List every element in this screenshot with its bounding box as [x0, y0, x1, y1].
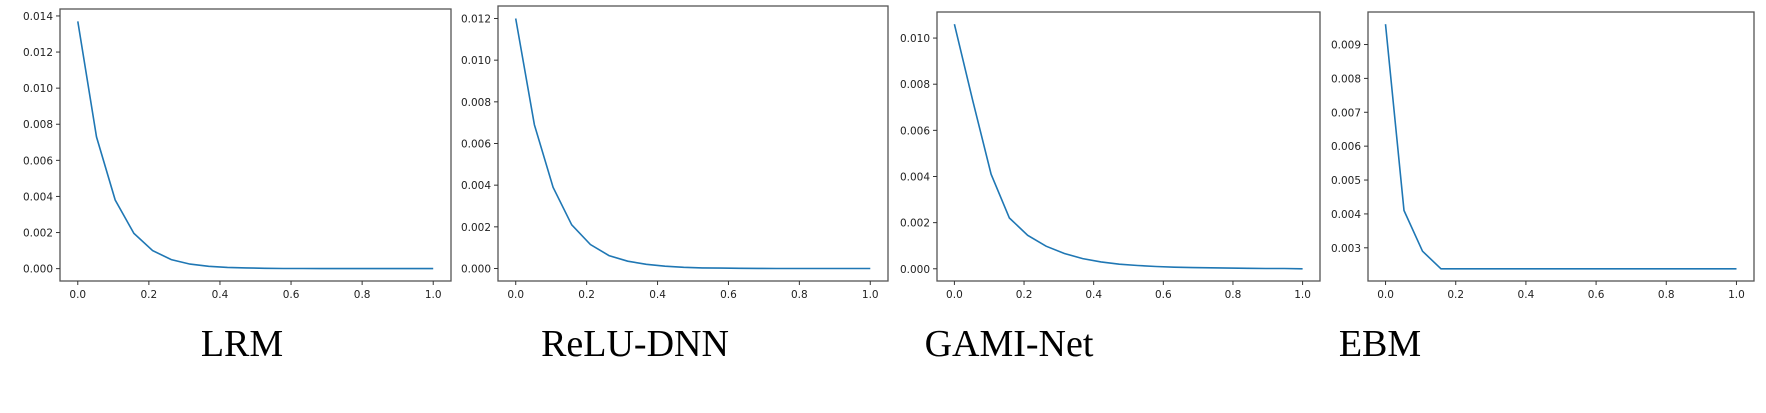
- y-tick-label: 0.004: [1331, 209, 1361, 221]
- y-tick-label: 0.010: [23, 83, 53, 95]
- panel-title-lrm: LRM: [200, 323, 284, 365]
- x-tick-label: 0.8: [791, 289, 808, 301]
- y-tick-label: 0.002: [23, 228, 53, 240]
- y-tick-label: 0.004: [461, 180, 491, 192]
- series-line: [514, 18, 871, 270]
- x-tick-label: 1.0: [425, 289, 442, 301]
- series-line: [1384, 24, 1737, 270]
- x-tick-label: 0.2: [578, 289, 595, 301]
- series-line: [953, 24, 1303, 270]
- y-tick-label: 0.006: [1331, 141, 1361, 153]
- y-tick-label: 0.000: [461, 264, 491, 276]
- x-tick-label: 0.6: [283, 289, 300, 301]
- panel-relu-dnn: 0.0 0.2 0.4 0.6 0.8 1.0 0.000 0.002 0.004 0.006 0.…: [461, 5, 889, 301]
- y-tick-label: 0.004: [23, 191, 53, 203]
- x-tick-label: 0.2: [1016, 289, 1033, 301]
- x-tick-label: 1.0: [1728, 289, 1745, 301]
- y-tick-label: 0.003: [1331, 243, 1361, 255]
- panel-title-gami-net: GAMI-Net: [924, 323, 1094, 365]
- y-tick-label: 0.002: [900, 218, 930, 230]
- x-tick-label: 0.4: [212, 289, 229, 301]
- panel-gami-net: 0.0 0.2 0.4 0.6 0.8 1.0 0.000 0.002 0.004 0.006 0.…: [900, 11, 1321, 301]
- y-tick-label: 0.005: [1331, 175, 1361, 187]
- x-tick-label: 0.2: [1447, 289, 1464, 301]
- y-tick-label: 0.012: [23, 47, 53, 59]
- y-tick-label: 0.007: [1331, 107, 1361, 119]
- x-tick-label: 1.0: [862, 289, 879, 301]
- y-tick-label: 0.008: [23, 119, 53, 131]
- panel-title-ebm: EBM: [1338, 323, 1422, 365]
- panel-lrm: 0.0 0.2 0.4 0.6 0.8 1.0 0.000 0.002 0.004 0.006 0.…: [23, 8, 452, 301]
- x-tick-label: 1.0: [1294, 289, 1311, 301]
- y-tick-label: 0.010: [900, 33, 930, 45]
- x-tick-label: 0.8: [354, 289, 371, 301]
- x-tick-label: 0.2: [141, 289, 158, 301]
- x-tick-label: 0.6: [1155, 289, 1172, 301]
- y-tick-label: 0.008: [900, 79, 930, 91]
- y-tick-label: 0.004: [900, 171, 930, 183]
- y-tick-label: 0.006: [23, 155, 53, 167]
- y-tick-label: 0.010: [461, 55, 491, 67]
- axes-frame: [497, 5, 889, 282]
- panel-ebm: 0.0 0.2 0.4 0.6 0.8 1.0 0.003 0.004 0.005 0.006 0.…: [1331, 11, 1755, 301]
- y-tick-label: 0.012: [461, 14, 491, 26]
- y-tick-label: 0.006: [900, 125, 930, 137]
- y-tick-label: 0.014: [23, 11, 53, 23]
- y-tick-label: 0.008: [461, 97, 491, 109]
- y-tick-label: 0.006: [461, 139, 491, 151]
- series-line: [77, 21, 434, 270]
- x-tick-label: 0.0: [946, 289, 963, 301]
- y-tick-label: 0.002: [461, 222, 491, 234]
- y-tick-label: 0.000: [900, 264, 930, 276]
- x-tick-label: 0.0: [69, 289, 86, 301]
- axes-frame: [59, 8, 452, 282]
- x-tick-label: 0.0: [507, 289, 524, 301]
- x-tick-label: 0.8: [1225, 289, 1242, 301]
- y-tick-label: 0.008: [1331, 73, 1361, 85]
- y-tick-label: 0.000: [23, 264, 53, 276]
- y-tick-label: 0.009: [1331, 40, 1361, 52]
- x-tick-label: 0.8: [1658, 289, 1675, 301]
- axes-frame: [1367, 11, 1755, 282]
- x-tick-label: 0.6: [1588, 289, 1605, 301]
- panel-title-relu-dnn: ReLU-DNN: [541, 323, 729, 365]
- x-tick-label: 0.0: [1377, 289, 1394, 301]
- x-tick-label: 0.4: [1085, 289, 1102, 301]
- x-tick-label: 0.4: [1518, 289, 1535, 301]
- x-tick-label: 0.4: [649, 289, 666, 301]
- axes-frame: [936, 11, 1321, 282]
- x-tick-label: 0.6: [720, 289, 737, 301]
